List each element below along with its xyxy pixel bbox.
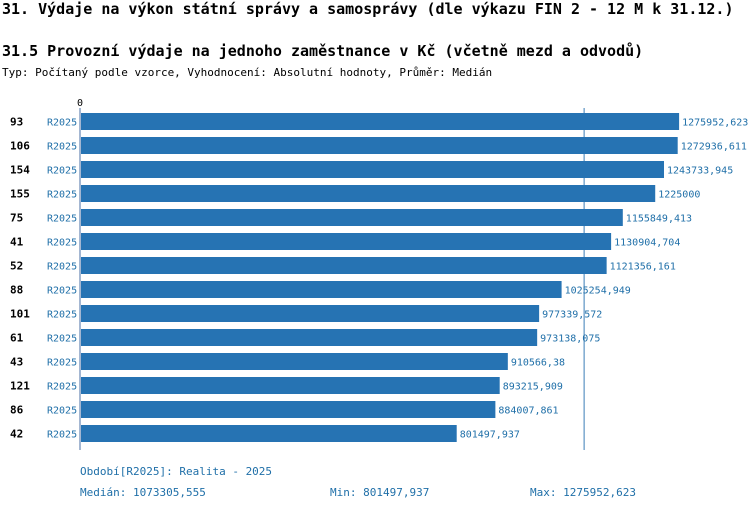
series-label: R2025 (47, 430, 77, 441)
category-label: 75 (10, 212, 23, 225)
series-label: R2025 (47, 406, 77, 417)
bar (81, 233, 612, 250)
series-label: R2025 (47, 190, 77, 201)
bar (81, 209, 623, 226)
series-label: R2025 (47, 214, 77, 225)
footer-period: Období[R2025]: Realita - 2025 (80, 465, 273, 478)
x-axis-zero-label: 0 (77, 98, 83, 109)
value-label: 977339,572 (542, 310, 602, 321)
category-label: 101 (10, 308, 30, 321)
value-label: 1155849,413 (626, 214, 692, 225)
category-label: 155 (10, 188, 30, 201)
bar (81, 377, 500, 394)
bar (81, 353, 508, 370)
value-label: 893215,909 (503, 382, 563, 393)
bar (81, 425, 457, 442)
category-label: 121 (10, 380, 30, 393)
series-label: R2025 (47, 286, 77, 297)
bar (81, 185, 656, 202)
bar (81, 401, 496, 418)
bar (81, 113, 680, 130)
series-label: R2025 (47, 166, 77, 177)
category-label: 106 (10, 140, 30, 153)
chart-title: 31.5 Provozní výdaje na jednoho zaměstna… (2, 42, 644, 60)
category-label: 93 (10, 116, 23, 129)
footer-max: Max: 1275952,623 (530, 486, 636, 499)
series-label: R2025 (47, 238, 77, 249)
value-label: 801497,937 (460, 430, 520, 441)
value-label: 1272936,611 (681, 142, 747, 153)
value-label: 1225000 (658, 190, 700, 201)
bar (81, 305, 540, 322)
category-label: 88 (10, 284, 23, 297)
category-label: 42 (10, 428, 23, 441)
bar (81, 329, 538, 346)
series-label: R2025 (47, 142, 77, 153)
footer-median: Medián: 1073305,555 (80, 486, 206, 499)
bar (81, 257, 607, 274)
category-label: 52 (10, 260, 23, 273)
series-label: R2025 (47, 310, 77, 321)
value-label: 1243733,945 (667, 166, 733, 177)
series-label: R2025 (47, 382, 77, 393)
value-label: 1130904,704 (614, 238, 680, 249)
bar (81, 161, 665, 178)
series-label: R2025 (47, 118, 77, 129)
value-label: 910566,38 (511, 358, 565, 369)
bar (81, 137, 678, 154)
category-label: 61 (10, 332, 24, 345)
value-label: 1121356,161 (610, 262, 676, 273)
footer-min: Min: 801497,937 (330, 486, 430, 499)
value-label: 1025254,949 (565, 286, 631, 297)
category-label: 41 (10, 236, 24, 249)
value-label: 1275952,623 (682, 118, 748, 129)
series-label: R2025 (47, 334, 77, 345)
series-label: R2025 (47, 358, 77, 369)
page-title: 31. Výdaje na výkon státní správy a samo… (2, 0, 734, 18)
value-label: 884007,861 (498, 406, 558, 417)
category-label: 86 (10, 404, 24, 417)
bar (81, 281, 562, 298)
series-label: R2025 (47, 262, 77, 273)
category-label: 154 (10, 164, 30, 177)
category-label: 43 (10, 356, 23, 369)
chart-subtitle: Typ: Počítaný podle vzorce, Vyhodnocení:… (2, 66, 493, 79)
value-label: 973138,075 (540, 334, 600, 345)
